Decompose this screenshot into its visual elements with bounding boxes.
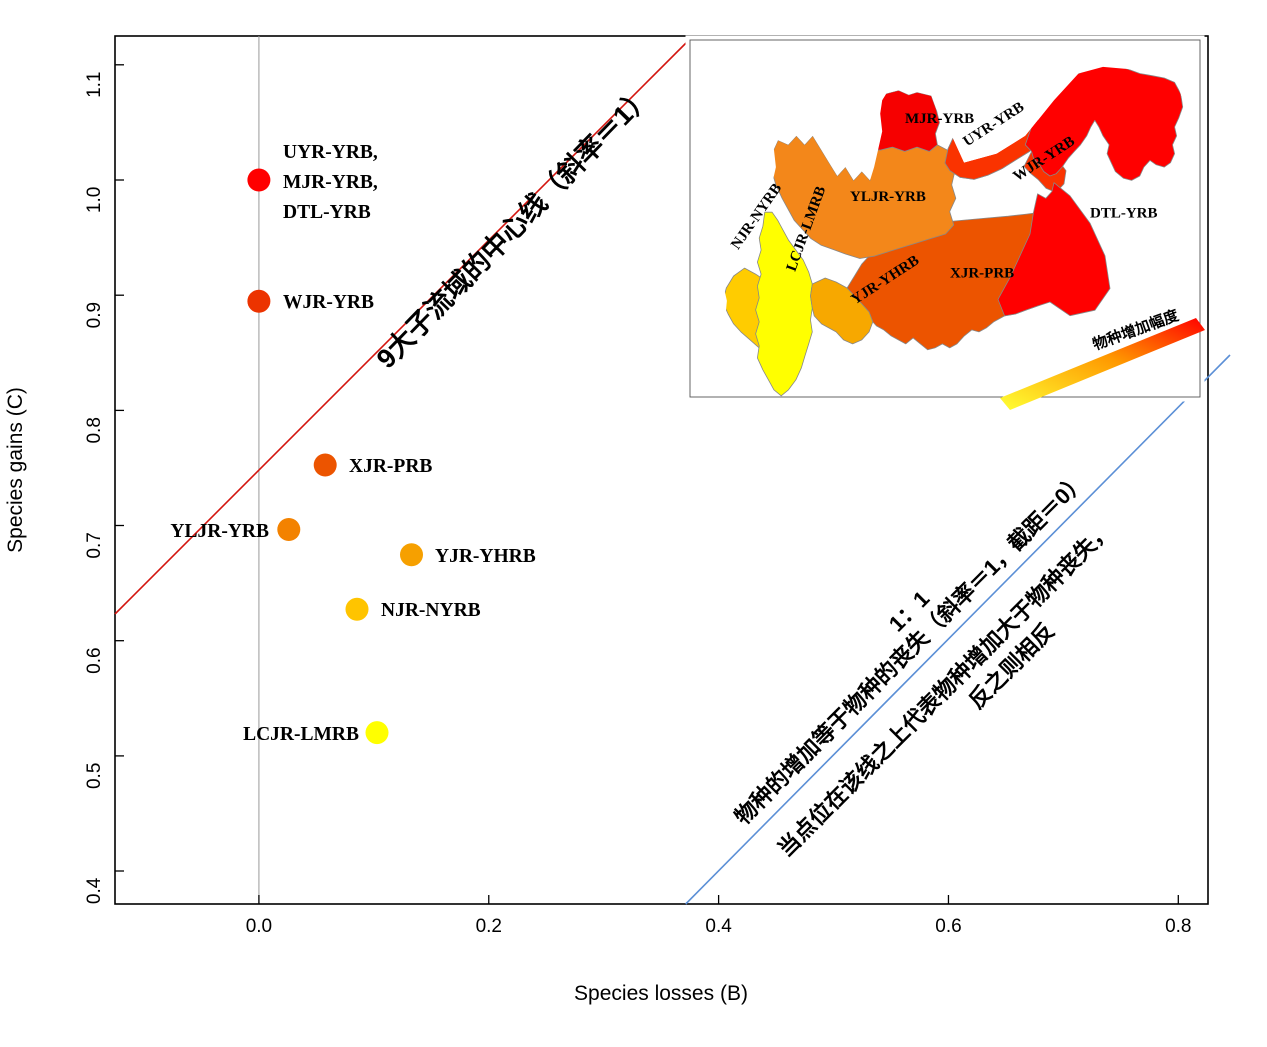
svg-text:0.4: 0.4 bbox=[84, 877, 105, 904]
svg-text:YLJR-YRB: YLJR-YRB bbox=[850, 189, 926, 205]
svg-text:UYR-YRB,: UYR-YRB, bbox=[283, 142, 378, 163]
svg-text:XJR-PRB: XJR-PRB bbox=[950, 266, 1014, 282]
svg-text:MJR-YRB: MJR-YRB bbox=[905, 111, 974, 127]
svg-text:MJR-YRB,: MJR-YRB, bbox=[283, 172, 378, 193]
svg-text:0.2: 0.2 bbox=[476, 916, 502, 937]
svg-text:WJR-YRB: WJR-YRB bbox=[283, 292, 374, 313]
svg-text:LCJR-LMRB: LCJR-LMRB bbox=[243, 724, 359, 745]
svg-text:0.0: 0.0 bbox=[246, 916, 272, 937]
svg-text:1.1: 1.1 bbox=[84, 72, 105, 98]
svg-text:0.8: 0.8 bbox=[84, 417, 105, 443]
svg-text:0.5: 0.5 bbox=[84, 763, 105, 789]
svg-text:DTL-YRB: DTL-YRB bbox=[1090, 206, 1158, 222]
svg-text:0.8: 0.8 bbox=[1165, 916, 1191, 937]
svg-text:1.0: 1.0 bbox=[84, 187, 105, 213]
svg-text:0.6: 0.6 bbox=[84, 647, 105, 673]
svg-text:NJR-NYRB: NJR-NYRB bbox=[381, 600, 481, 621]
svg-text:0.7: 0.7 bbox=[84, 532, 105, 558]
svg-text:Species losses (B): Species losses (B) bbox=[574, 982, 748, 1005]
svg-text:0.4: 0.4 bbox=[705, 916, 732, 937]
svg-text:YLJR-YRB: YLJR-YRB bbox=[170, 521, 269, 542]
svg-text:9大子流域的中心线（斜率＝1）: 9大子流域的中心线（斜率＝1） bbox=[370, 79, 658, 374]
svg-text:XJR-PRB: XJR-PRB bbox=[349, 456, 432, 477]
svg-text:0.6: 0.6 bbox=[935, 916, 961, 937]
svg-text:当点位在该线之上代表物种增加大于物种丧失，: 当点位在该线之上代表物种增加大于物种丧失， bbox=[773, 517, 1117, 862]
svg-text:YJR-YHRB: YJR-YHRB bbox=[435, 546, 536, 567]
svg-text:DTL-YRB: DTL-YRB bbox=[283, 202, 371, 223]
svg-text:Species gains (C): Species gains (C) bbox=[4, 387, 27, 553]
svg-text:0.9: 0.9 bbox=[84, 302, 105, 328]
